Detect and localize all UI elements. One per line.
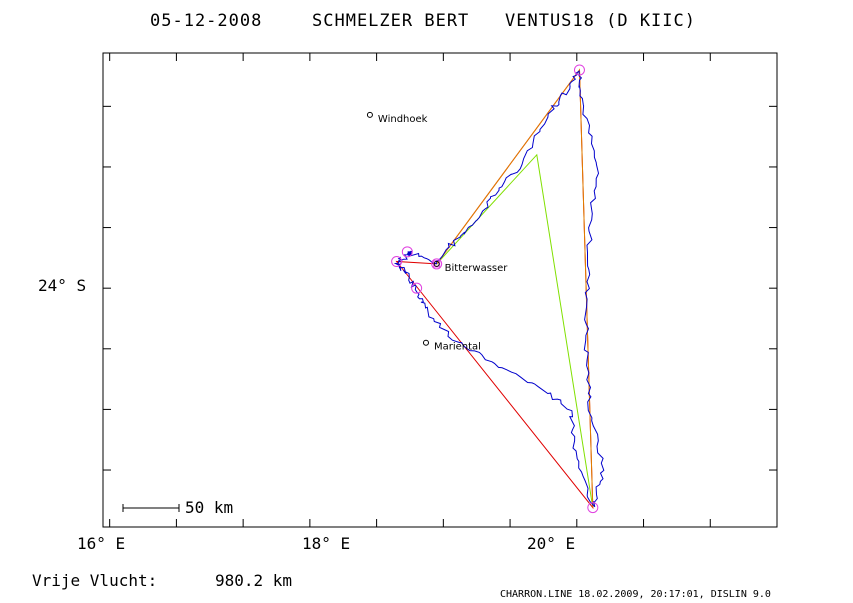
turnpoint-marker bbox=[411, 282, 423, 294]
turnpoint-marker bbox=[573, 64, 585, 76]
lon-label-20: 20° E bbox=[527, 534, 575, 553]
routes-layer bbox=[395, 68, 594, 510]
map-frame bbox=[102, 52, 778, 528]
scale-bar-label: 50 km bbox=[185, 498, 233, 517]
place-label: Mariental bbox=[434, 342, 481, 353]
turnpoint-marker bbox=[587, 502, 599, 514]
place-marker bbox=[422, 339, 429, 346]
orange-route-line bbox=[436, 68, 594, 508]
axis-ticks bbox=[103, 53, 778, 527]
lon-label-16: 16° E bbox=[77, 534, 125, 553]
red-route-line bbox=[395, 68, 594, 510]
lat-label: 24° S bbox=[38, 276, 86, 295]
credit-text: CHARRON.LINE 18.02.2009, 20:17:01, DISLI… bbox=[500, 589, 771, 600]
turnpoint-marker bbox=[431, 258, 443, 270]
title-date: 05-12-2008 bbox=[150, 11, 262, 31]
track-layer bbox=[393, 70, 605, 508]
turnpoint-marker bbox=[391, 256, 403, 268]
gps-track-line bbox=[393, 70, 605, 508]
places-layer: Windhoek Bitterwasser Mariental bbox=[366, 111, 509, 353]
distance-value: 980.2 km bbox=[215, 571, 292, 590]
green-route-line bbox=[436, 153, 594, 508]
place-label: Windhoek bbox=[378, 114, 428, 125]
turnpoints-layer bbox=[391, 64, 599, 514]
distance-label: Vrije Vlucht: bbox=[32, 571, 157, 590]
lon-label-18: 18° E bbox=[302, 534, 350, 553]
title-pilot: SCHMELZER BERT bbox=[312, 11, 469, 31]
turnpoint-marker bbox=[401, 246, 413, 258]
place-marker bbox=[366, 111, 373, 118]
scale-bar: 50 km bbox=[122, 498, 233, 517]
place-label: Bitterwasser bbox=[445, 263, 509, 274]
place-marker bbox=[433, 260, 440, 267]
title-glider: VENTUS18 (D KIIC) bbox=[505, 11, 696, 31]
